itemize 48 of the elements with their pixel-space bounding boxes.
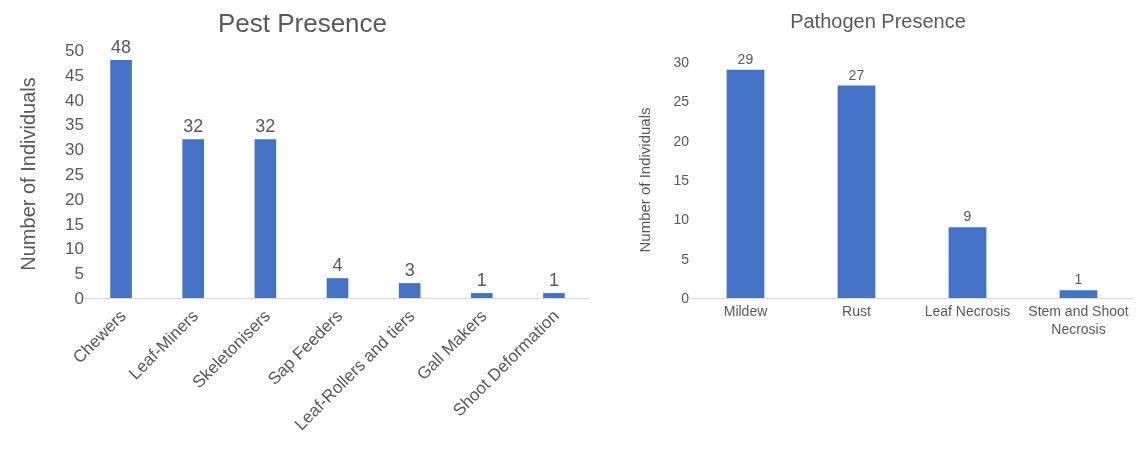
bar [1059, 290, 1098, 298]
bar [326, 278, 349, 298]
bar [254, 139, 277, 298]
x-tick-label: Stem and Shoot Necrosis [1028, 302, 1129, 337]
chart-title: Pest Presence [217, 8, 388, 39]
x-tick-label: Mildew [723, 302, 769, 319]
y-tick-label: 5 [681, 250, 690, 267]
data-label: 9 [963, 208, 972, 225]
y-tick-label: 0 [681, 289, 690, 306]
y-tick-label: 15 [65, 214, 84, 234]
bar [398, 283, 421, 298]
y-tick-label: 15 [673, 171, 690, 188]
data-label: 32 [255, 116, 276, 137]
y-tick-label: 45 [65, 65, 84, 85]
data-label: 29 [737, 50, 754, 67]
y-axis-title: Number of Individuals [636, 107, 653, 253]
y-tick-label: 30 [65, 140, 84, 160]
bar [948, 227, 987, 298]
data-label: 1 [1074, 271, 1083, 288]
y-tick-label: 30 [673, 53, 690, 70]
y-tick-label: 40 [65, 90, 84, 110]
data-label: 1 [548, 270, 559, 291]
y-tick-label: 5 [74, 264, 84, 284]
y-tick-label: 20 [673, 132, 690, 149]
y-tick-label: 20 [65, 189, 84, 209]
data-label: 3 [404, 260, 415, 281]
y-tick-label: 10 [673, 211, 690, 228]
bar [470, 293, 493, 298]
x-tick-label: Leaf Necrosis [924, 302, 1011, 319]
y-tick-label: 25 [673, 93, 690, 110]
y-tick-label: 10 [65, 239, 84, 259]
bar [110, 59, 132, 298]
y-tick-label: 0 [74, 288, 84, 308]
bar [182, 139, 205, 298]
bar [543, 293, 565, 298]
y-tick-label: 50 [65, 40, 84, 60]
data-label: 27 [848, 66, 865, 83]
y-axis-title: Number of Individuals [17, 77, 39, 271]
bar [837, 85, 876, 298]
data-label: 48 [111, 36, 132, 57]
data-label: 4 [332, 255, 343, 276]
data-label: 32 [183, 116, 204, 137]
y-tick-label: 25 [65, 164, 84, 184]
chart-title: Pathogen Presence [790, 10, 966, 33]
y-tick-label: 35 [65, 115, 84, 135]
data-label: 1 [476, 270, 487, 291]
x-tick-label: Rust [842, 302, 871, 319]
bar [726, 69, 765, 298]
